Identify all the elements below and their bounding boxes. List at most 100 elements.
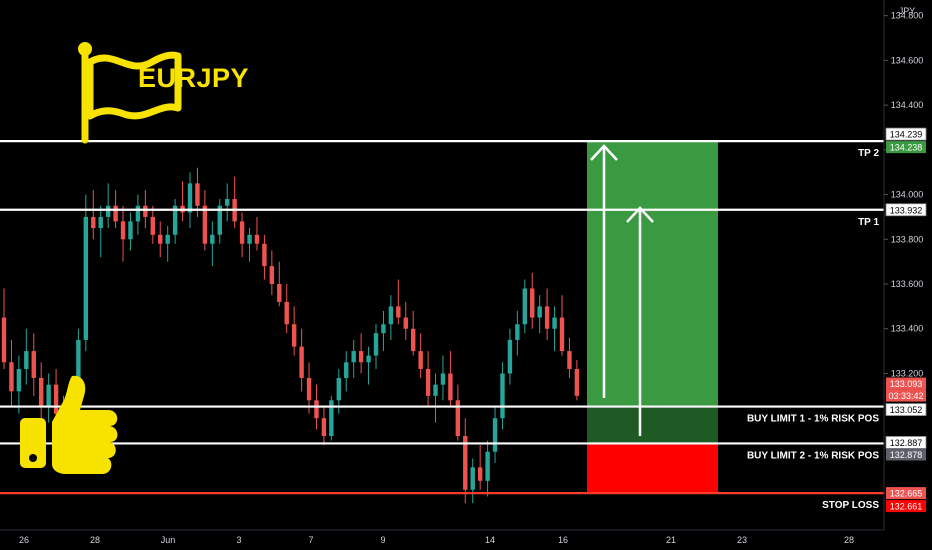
candle	[225, 183, 230, 222]
svg-text:134.238: 134.238	[890, 143, 923, 153]
candle	[381, 310, 386, 352]
price-tick-label: 134.600	[891, 55, 924, 65]
candle	[53, 368, 59, 419]
level-name: BUY LIMIT 1 - 1% RISK POS	[747, 414, 879, 425]
candle	[530, 272, 535, 329]
price-tag: 132.878	[886, 448, 926, 461]
candle	[492, 407, 498, 463]
price-tag: 134.239	[885, 127, 927, 141]
time-tick-label: 16	[558, 535, 568, 545]
price-tick-label: 134.800	[891, 11, 924, 21]
candle	[418, 333, 423, 378]
price-tag: 132.887	[885, 436, 927, 449]
candle	[16, 355, 22, 414]
candle	[269, 250, 275, 296]
svg-text:134.239: 134.239	[890, 130, 923, 140]
price-tag: 133.093	[886, 377, 926, 390]
time-tick-label: 28	[844, 535, 854, 545]
candle	[344, 351, 349, 392]
candle	[24, 328, 29, 385]
position-zones	[587, 141, 718, 494]
time-axis[interactable]: 26 28 Jun 3 7 9 14 16 21 23 28	[0, 529, 884, 545]
candle	[515, 310, 520, 356]
candle	[567, 337, 572, 378]
candle	[202, 190, 208, 251]
time-tick-label: 7	[308, 535, 313, 545]
candle	[552, 306, 557, 352]
candle	[522, 279, 527, 334]
candle	[46, 373, 51, 423]
candle	[507, 328, 513, 385]
candle	[329, 395, 334, 441]
price-tag: 133.052	[885, 403, 927, 416]
time-tick-label: Jun	[161, 535, 176, 545]
symbol-title: EURJPY	[138, 63, 250, 93]
candle	[105, 183, 111, 229]
candle	[91, 190, 96, 240]
level-name: STOP LOSS	[822, 500, 879, 511]
candle	[358, 333, 364, 374]
price-tags: 134.239 134.238 133.932 133.093 03:33:42 133.…	[885, 127, 927, 513]
arrow-up-icon	[626, 206, 654, 436]
candle	[172, 199, 178, 244]
candle	[373, 324, 379, 369]
candle	[477, 445, 483, 490]
time-tick-label: 26	[19, 535, 29, 545]
candle	[98, 205, 103, 258]
svg-text:132.887: 132.887	[890, 438, 923, 448]
candle	[180, 181, 185, 222]
time-tick-label: 14	[485, 535, 495, 545]
candle	[411, 310, 416, 356]
time-tick-label: 9	[380, 535, 385, 545]
price-tag: 132.665	[886, 487, 926, 500]
svg-text:133.932: 133.932	[890, 205, 923, 215]
target-arrows	[590, 144, 654, 436]
candle	[388, 295, 394, 340]
candle	[120, 205, 126, 262]
candle	[396, 279, 401, 325]
price-tick-label: 133.200	[891, 368, 924, 378]
candle	[351, 339, 356, 378]
candle	[574, 360, 580, 401]
candle	[165, 225, 170, 262]
svg-text:132.665: 132.665	[890, 489, 923, 499]
candle	[470, 458, 475, 504]
candle	[254, 216, 260, 251]
candle	[9, 339, 14, 408]
target-zone	[587, 141, 718, 407]
price-tick-label: 133.600	[891, 279, 924, 289]
candle	[559, 295, 565, 356]
arrow-up-icon	[590, 144, 618, 398]
time-tick-label: 28	[90, 535, 100, 545]
candle	[321, 407, 327, 446]
candle	[440, 355, 446, 401]
candle	[239, 212, 245, 258]
candle	[158, 221, 163, 258]
svg-text:133.052: 133.052	[890, 405, 923, 415]
stop-zone	[587, 443, 718, 494]
candle	[135, 194, 141, 235]
thumbs-up-icon	[20, 375, 118, 474]
candle	[150, 205, 155, 244]
candle	[537, 295, 542, 334]
level-name: BUY LIMIT 2 - 1% RISK POS	[747, 450, 879, 461]
candle	[463, 418, 468, 504]
candle	[448, 351, 453, 408]
candle	[299, 328, 304, 392]
level-name: TP 2	[858, 148, 879, 159]
price-tag: 133.932	[885, 203, 927, 217]
candle	[306, 362, 312, 414]
axis-currency-label: JPY	[899, 6, 916, 16]
flag-icon	[78, 42, 182, 144]
svg-text:132.661: 132.661	[890, 502, 923, 512]
candle	[485, 440, 490, 497]
candle	[277, 261, 282, 307]
time-tick-label: 3	[236, 535, 241, 545]
candle	[31, 333, 36, 396]
price-tick-label: 133.400	[891, 324, 924, 334]
candle	[366, 346, 371, 385]
level-name: TP 1	[858, 217, 879, 228]
candle	[544, 288, 550, 340]
price-tag: 132.661	[886, 500, 926, 513]
